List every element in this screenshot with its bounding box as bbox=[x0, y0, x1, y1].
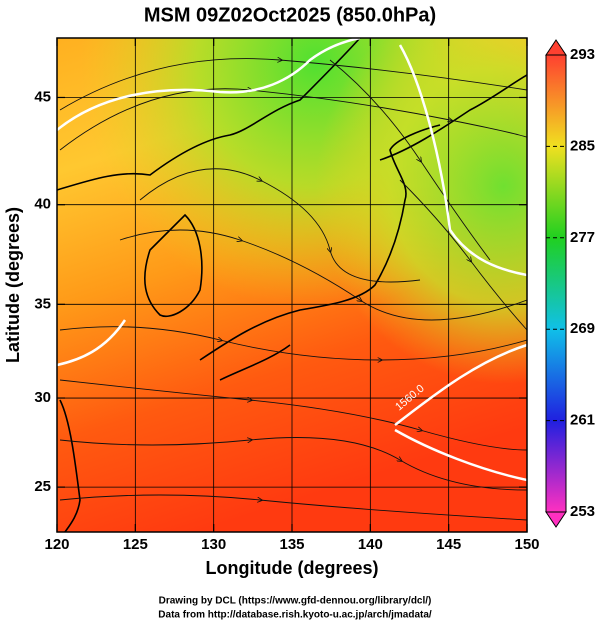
colorbar-extend bbox=[545, 39, 567, 56]
coastline bbox=[379, 74, 527, 161]
contour-line bbox=[398, 44, 527, 277]
x-tick-label: 120 bbox=[44, 536, 69, 553]
contours bbox=[57, 38, 527, 482]
title: MSM 09Z02Oct2025 (850.0hPa) bbox=[144, 4, 436, 26]
streamline bbox=[59, 494, 527, 521]
coastline bbox=[59, 399, 81, 532]
y-tick-label: 40 bbox=[34, 196, 51, 213]
x-axis-label: Longitude (degrees) bbox=[205, 558, 378, 578]
x-tick-label: 130 bbox=[201, 536, 226, 553]
contour-line bbox=[57, 38, 361, 131]
x-tick-label: 150 bbox=[514, 536, 539, 553]
streamline bbox=[399, 179, 527, 331]
colorbar-scale bbox=[545, 54, 567, 513]
x-tick-label: 145 bbox=[436, 536, 461, 553]
streamline bbox=[59, 59, 527, 111]
y-tick-label: 35 bbox=[34, 295, 51, 312]
colorbar-tick-label: 285 bbox=[570, 137, 595, 154]
x-tick-label: 140 bbox=[358, 536, 383, 553]
contour-line bbox=[57, 319, 127, 367]
footer-text: Data from http://database.rish.kyoto-u.a… bbox=[158, 610, 432, 621]
plot-area: 1560.0 bbox=[57, 38, 527, 532]
colorbar-tick-label: 277 bbox=[570, 229, 595, 246]
axes: 120 125 130 135 140 145 150 25 30 35 40 45 bbox=[34, 38, 540, 553]
colorbar-tick-label: 293 bbox=[570, 46, 595, 63]
streamline bbox=[329, 59, 491, 261]
colorbar-tick-label: 261 bbox=[570, 412, 595, 429]
y-tick-label: 45 bbox=[34, 88, 51, 105]
coastline bbox=[199, 124, 441, 361]
contour-line bbox=[394, 343, 527, 426]
colorbar-tick-label: 269 bbox=[570, 320, 595, 337]
footer-text: Drawing by DCL (https://www.gfd-dennou.o… bbox=[159, 596, 432, 607]
y-tick-label: 25 bbox=[34, 478, 51, 495]
streamline bbox=[59, 437, 527, 491]
streamline bbox=[59, 379, 527, 451]
contour-line bbox=[394, 428, 527, 482]
y-axis-label: Latitude (degrees) bbox=[3, 207, 23, 363]
y-tick-label: 30 bbox=[34, 389, 51, 406]
x-tick-label: 135 bbox=[279, 536, 304, 553]
coastline bbox=[57, 38, 361, 191]
x-tick-label: 125 bbox=[123, 536, 148, 553]
colorbar-extend bbox=[545, 511, 567, 528]
coastline bbox=[144, 213, 203, 317]
colorbar: 253 261 269 277 285 293 bbox=[545, 39, 595, 528]
colorbar-tick-label: 253 bbox=[570, 503, 595, 520]
streamline bbox=[59, 89, 527, 151]
streamlines bbox=[59, 59, 527, 521]
streamline bbox=[119, 229, 527, 321]
streamline bbox=[59, 326, 527, 360]
